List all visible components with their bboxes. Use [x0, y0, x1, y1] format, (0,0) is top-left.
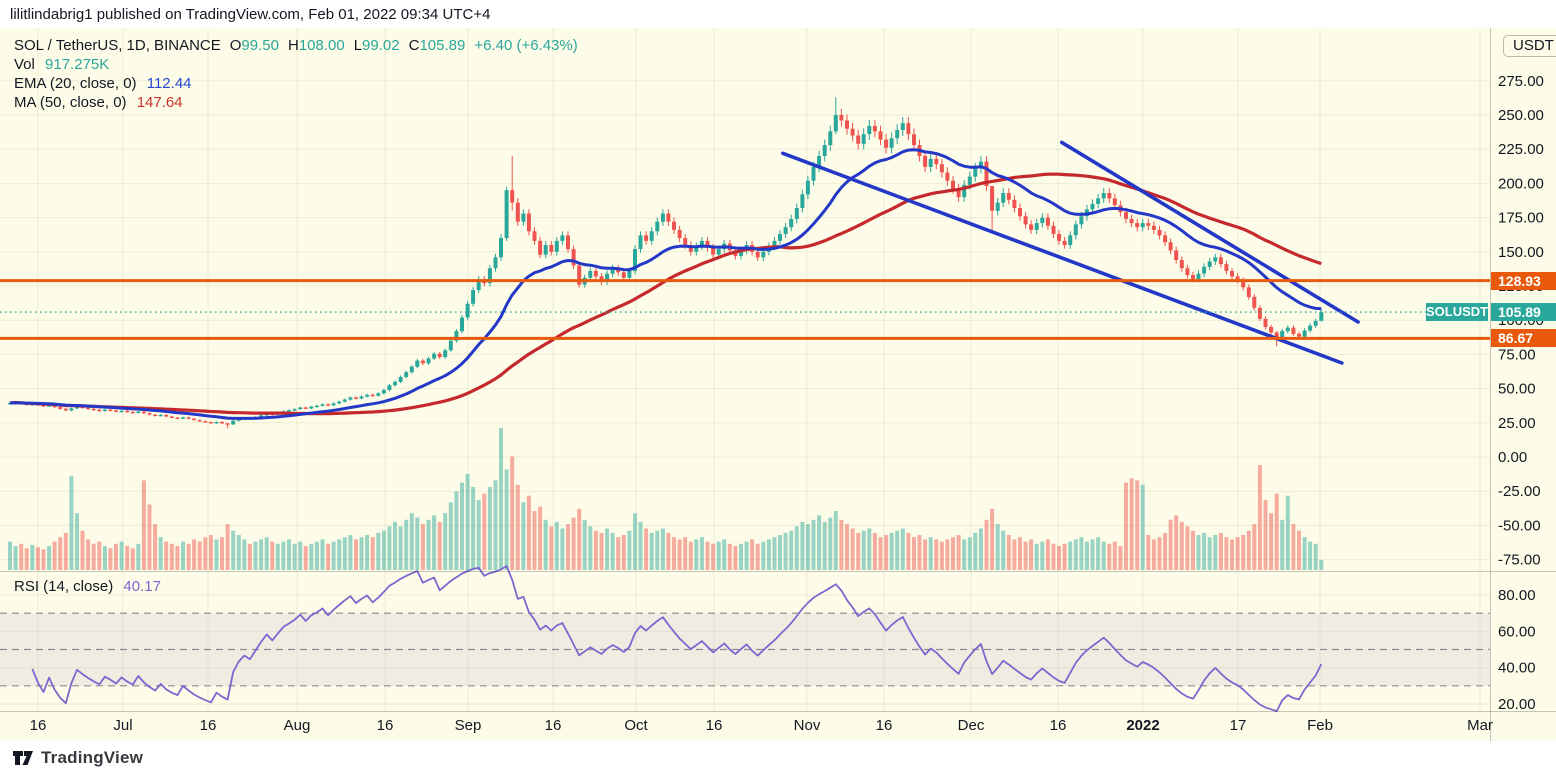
svg-text:40.00: 40.00 [1498, 660, 1536, 677]
volume-label[interactable]: Vol [14, 56, 35, 73]
svg-text:250.00: 250.00 [1498, 107, 1544, 124]
svg-text:Jul: Jul [113, 717, 132, 734]
ma-label[interactable]: MA (50, close, 0) [14, 94, 127, 111]
low-value: 99.02 [362, 37, 400, 54]
rsi-label[interactable]: RSI (14, close) [14, 578, 114, 595]
change-value: +6.40 (+6.43%) [474, 37, 578, 54]
ema-value: 112.44 [146, 75, 192, 92]
symbol-title[interactable]: SOL / TetherUS, 1D, BINANCE [14, 37, 221, 54]
rsi-legend: RSI (14, close) 40.17 [14, 578, 161, 595]
svg-text:0.00: 0.00 [1498, 449, 1527, 466]
svg-text:-75.00: -75.00 [1498, 552, 1541, 569]
symbol-price-tag: SOLUSDT [1426, 303, 1489, 321]
published-byline: lilitlindabrig1 published on TradingView… [10, 6, 491, 23]
footer-bar: TradingView [0, 741, 1556, 775]
svg-text:-25.00: -25.00 [1498, 483, 1541, 500]
open-value: 99.50 [241, 37, 279, 54]
currency-unit-button[interactable]: USDT [1503, 35, 1556, 57]
svg-text:Feb: Feb [1307, 717, 1333, 734]
close-label: C [408, 37, 420, 54]
svg-text:2022: 2022 [1126, 717, 1159, 734]
svg-text:17: 17 [1230, 717, 1247, 734]
svg-text:16: 16 [30, 717, 47, 734]
svg-text:16: 16 [1050, 717, 1067, 734]
svg-text:16: 16 [545, 717, 562, 734]
low-label: L [353, 37, 363, 54]
open-label: O [229, 37, 242, 54]
ma-value: 147.64 [136, 94, 183, 111]
svg-text:20.00: 20.00 [1498, 696, 1536, 713]
high-label: H [287, 37, 299, 54]
svg-text:16: 16 [377, 717, 394, 734]
tradingview-logo-icon [13, 751, 33, 765]
svg-text:Oct: Oct [624, 717, 648, 734]
svg-text:80.00: 80.00 [1498, 587, 1536, 604]
svg-text:200.00: 200.00 [1498, 175, 1544, 192]
svg-text:Sep: Sep [455, 717, 482, 734]
symbol-title-row: SOL / TetherUS, 1D, BINANCE O99.50 H108.00… [14, 36, 578, 55]
svg-text:50.00: 50.00 [1498, 381, 1536, 398]
chart-background [0, 28, 1556, 741]
svg-text:225.00: 225.00 [1498, 141, 1544, 158]
svg-text:25.00: 25.00 [1498, 415, 1536, 432]
support-price-badge: 86.67 [1491, 329, 1556, 347]
svg-text:175.00: 175.00 [1498, 210, 1544, 227]
svg-text:Mar: Mar [1467, 717, 1493, 734]
ema-label[interactable]: EMA (20, close, 0) [14, 75, 137, 92]
svg-text:75.00: 75.00 [1498, 346, 1536, 363]
volume-value: 917.275K [45, 56, 110, 73]
svg-text:16: 16 [706, 717, 723, 734]
svg-text:-50.00: -50.00 [1498, 517, 1541, 534]
svg-text:150.00: 150.00 [1498, 244, 1544, 261]
svg-text:60.00: 60.00 [1498, 623, 1536, 640]
ema-row: EMA (20, close, 0) 112.44 [14, 74, 578, 93]
high-value: 108.00 [298, 37, 345, 54]
rsi-value: 40.17 [123, 578, 161, 595]
last-price-badge: 105.89 [1491, 303, 1556, 321]
close-value: 105.89 [419, 37, 466, 54]
svg-text:Nov: Nov [794, 717, 821, 734]
resistance-price-badge: 128.93 [1491, 272, 1556, 290]
volume-row: Vol 917.275K [14, 55, 578, 74]
svg-text:Dec: Dec [958, 717, 985, 734]
tradingview-logo-text: TradingView [41, 748, 144, 767]
ma-row: MA (50, close, 0) 147.64 [14, 93, 578, 112]
svg-text:275.00: 275.00 [1498, 73, 1544, 90]
chart-legend: SOL / TetherUS, 1D, BINANCE O99.50 H108.00… [14, 36, 578, 112]
svg-text:Aug: Aug [284, 717, 311, 734]
tradingview-logo[interactable]: TradingView [12, 748, 143, 768]
svg-text:16: 16 [200, 717, 217, 734]
svg-text:16: 16 [876, 717, 893, 734]
